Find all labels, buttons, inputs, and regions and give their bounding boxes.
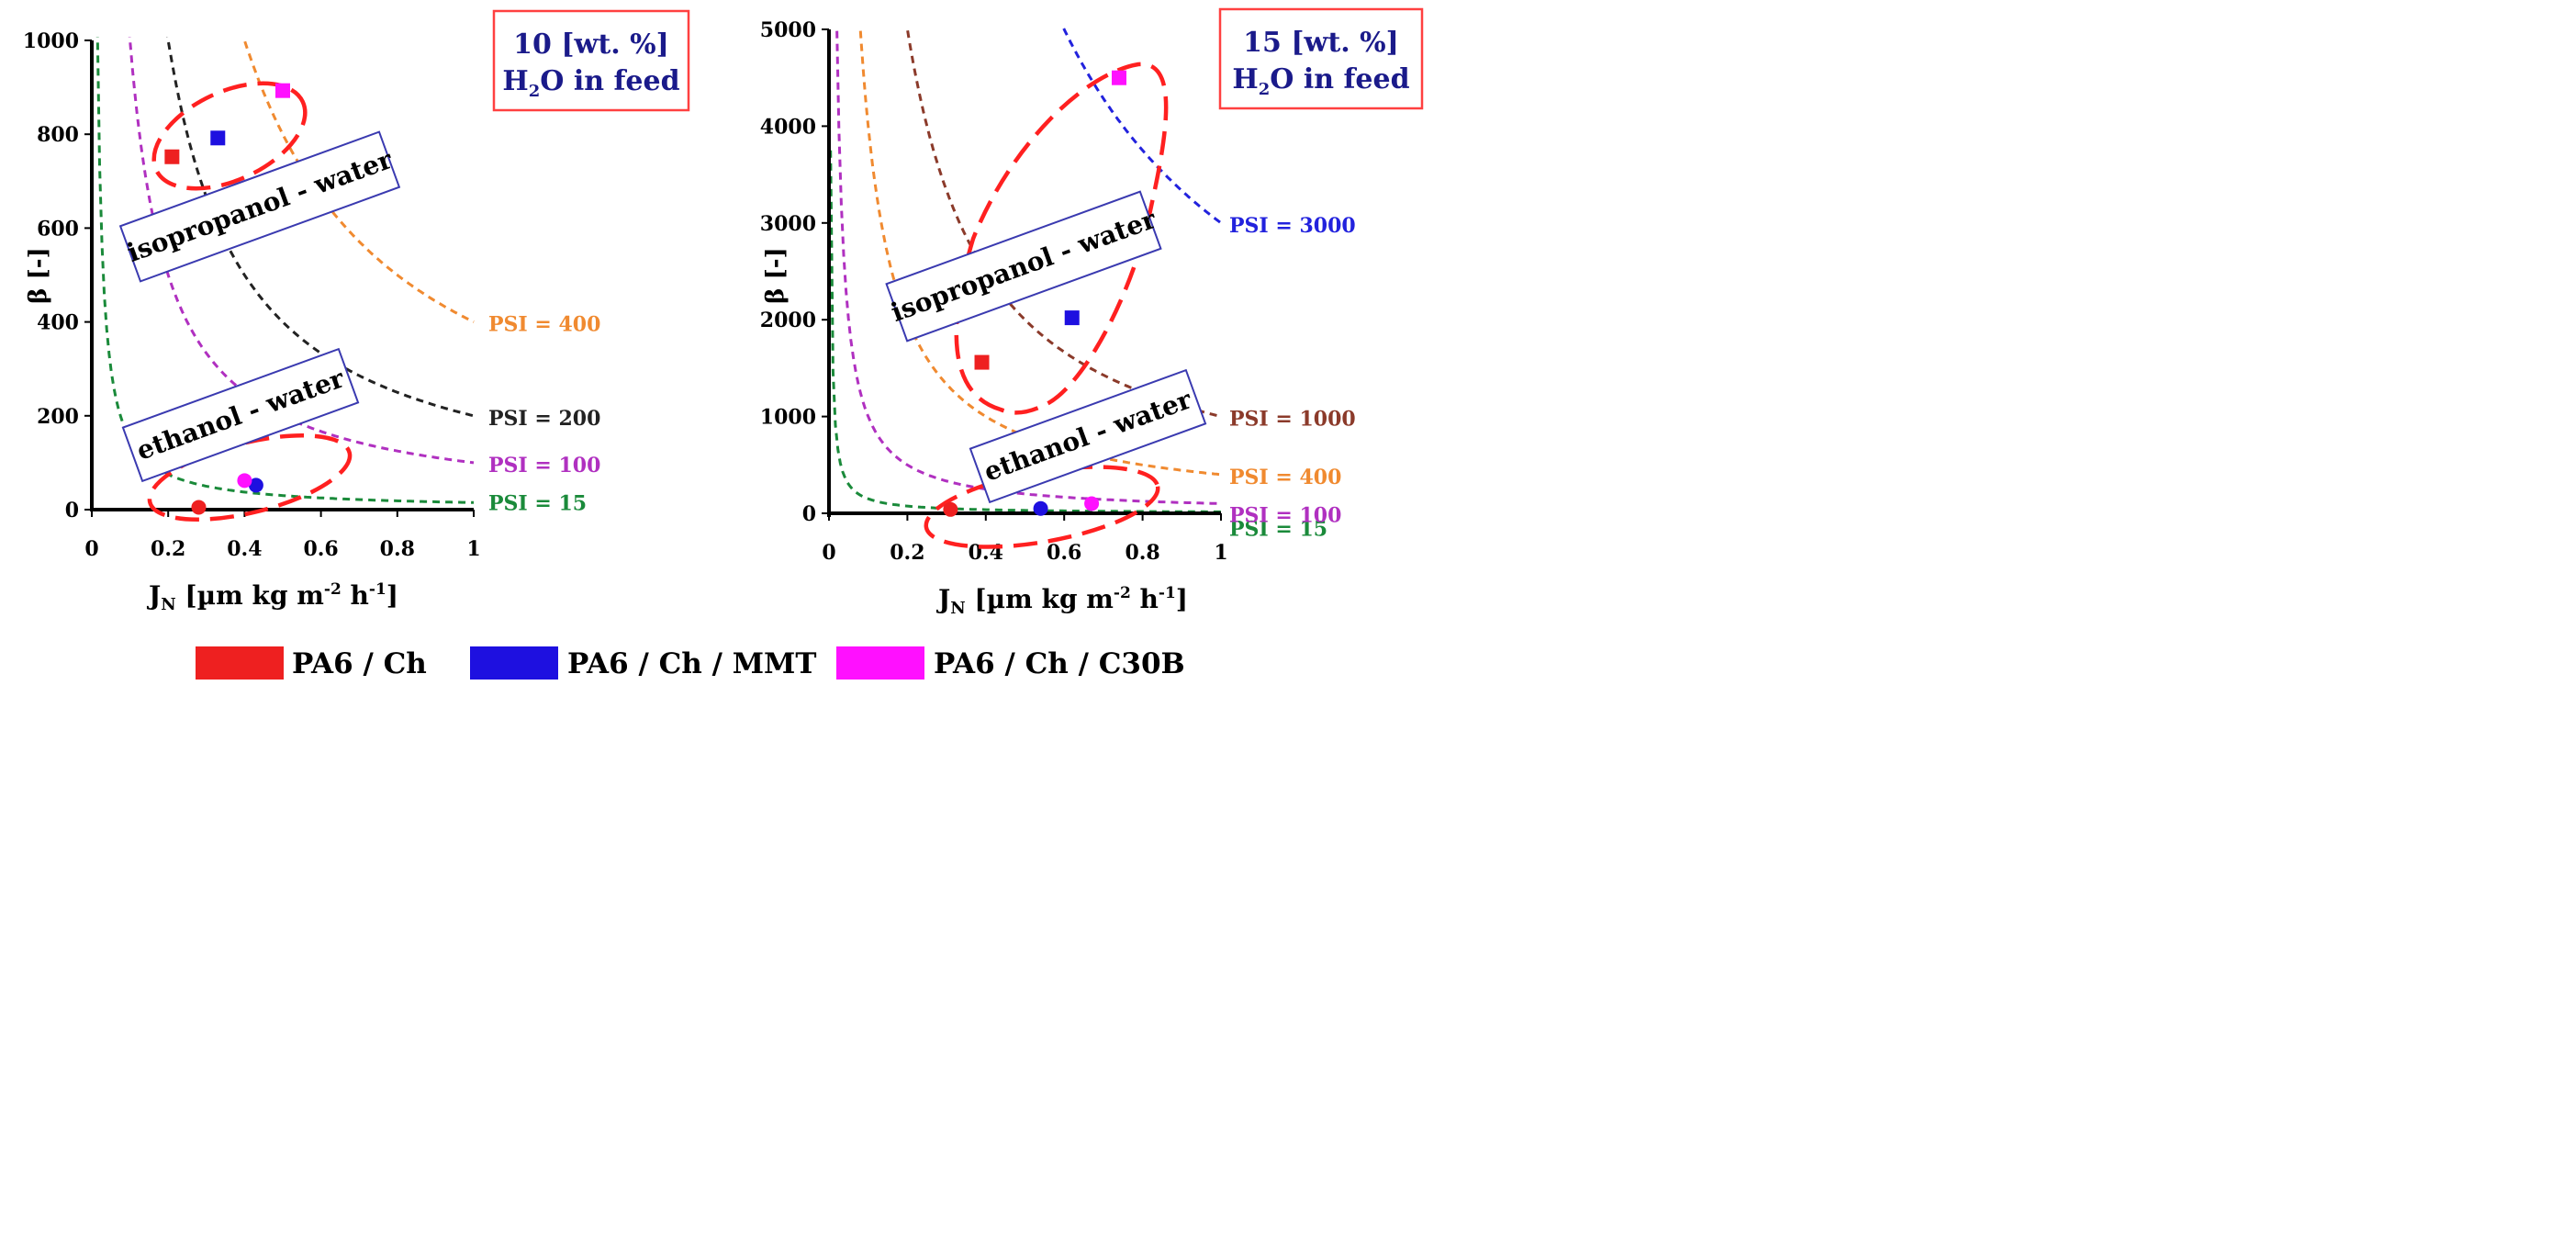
left-ethanol-label-box: ethanol - water bbox=[121, 347, 360, 483]
right-psi-3000-curve bbox=[1061, 28, 1222, 225]
left-title-box bbox=[492, 9, 690, 112]
left-ytick-label: 400 bbox=[37, 311, 79, 335]
legend-label-pa6-ch-c30b: PA6 / Ch / C30B bbox=[934, 647, 1185, 680]
right-psi-100-curve bbox=[835, 28, 1222, 505]
right-psi-1000-label: PSI = 1000 bbox=[1229, 408, 1356, 432]
right-y-axis-label: β [-] bbox=[762, 247, 790, 304]
right-psi-15-label: PSI = 15 bbox=[1229, 517, 1327, 541]
left-point-pa6-ch-ethanol bbox=[191, 500, 207, 515]
legend-item-pa6-ch: PA6 / Ch bbox=[196, 646, 427, 680]
right-psi-3000-label: PSI = 3000 bbox=[1229, 214, 1356, 238]
left-point-pa6-ch-isopropanol bbox=[164, 149, 180, 164]
right-xtick-label: 0.6 bbox=[1047, 541, 1081, 565]
left-psi-200-label: PSI = 200 bbox=[488, 407, 600, 431]
left-xtick-label: 0.6 bbox=[303, 537, 338, 561]
right-title-box bbox=[1218, 7, 1424, 110]
left-psi-15-label: PSI = 15 bbox=[488, 491, 587, 515]
left-psi-400-curve bbox=[241, 37, 475, 323]
right-point-pa6-ch-mmt-ethanol bbox=[1033, 500, 1048, 516]
left-y-axis-label: β [-] bbox=[25, 247, 52, 304]
legend-item-pa6-ch-c30b: PA6 / Ch / C30B bbox=[836, 646, 1185, 680]
legend-swatch-pa6-ch-mmt bbox=[470, 646, 558, 680]
right-ytick-label: 2000 bbox=[760, 309, 816, 332]
right-point-pa6-ch-c30b-isopropanol bbox=[1111, 70, 1126, 85]
right-ticks: 0 1000 2000 3000 4000 5000 0 0.2 0.4 0.6 0.8 1 bbox=[760, 18, 1228, 565]
right-psi-400-label: PSI = 400 bbox=[1229, 466, 1341, 489]
left-xtick-label: 0.4 bbox=[227, 537, 262, 561]
left-ethanol-ellipse bbox=[147, 433, 353, 522]
right-chart: 0 1000 2000 3000 4000 5000 0 0.2 0.4 0.6 0.8 1 15 [… bbox=[760, 7, 1424, 618]
legend-swatch-pa6-ch bbox=[196, 646, 284, 680]
left-xtick-label: 1 bbox=[466, 537, 480, 561]
left-xtick-label: 0.2 bbox=[151, 537, 185, 561]
right-isopropanol-ellipse bbox=[954, 62, 1169, 415]
left-ytick-label: 600 bbox=[37, 217, 79, 241]
right-psi-1000-curve bbox=[905, 28, 1222, 419]
left-isopropanol-label: isopropanol - water bbox=[123, 144, 397, 269]
right-point-pa6-ch-c30b-ethanol bbox=[1084, 496, 1100, 511]
right-xtick-label: 0.8 bbox=[1125, 541, 1159, 565]
left-point-pa6-ch-mmt-ethanol bbox=[248, 477, 263, 493]
left-point-pa6-ch-c30b-ethanol bbox=[237, 473, 252, 489]
right-point-pa6-ch-isopropanol bbox=[974, 354, 990, 370]
left-isopropanol-label-box: isopropanol - water bbox=[118, 130, 401, 283]
left-xtick-label: 0 bbox=[84, 537, 98, 561]
legend-label-pa6-ch-mmt: PA6 / Ch / MMT bbox=[567, 647, 816, 680]
right-point-pa6-ch-ethanol bbox=[943, 501, 958, 517]
left-title-line1: 10 [wt. %] bbox=[513, 28, 669, 61]
right-isopropanol-label-box: isopropanol - water bbox=[885, 190, 1162, 343]
right-ytick-label: 4000 bbox=[760, 115, 816, 139]
right-xtick-label: 0 bbox=[822, 541, 835, 565]
left-psi-100-label: PSI = 100 bbox=[488, 454, 600, 477]
left-chart: 0 200 400 600 800 1000 0 0.2 0.4 0.6 0.8 1 10 [wt. … bbox=[23, 9, 690, 614]
right-ytick-label: 5000 bbox=[760, 18, 816, 42]
left-x-axis-label: JN [µm kg m-2 h-1] bbox=[146, 580, 398, 614]
right-ethanol-label-box: ethanol - water bbox=[969, 368, 1207, 504]
right-title-line2: H2O in feed bbox=[1232, 63, 1409, 99]
right-ytick-label: 0 bbox=[802, 502, 816, 526]
left-point-pa6-ch-c30b-isopropanol bbox=[275, 83, 290, 98]
right-ytick-label: 3000 bbox=[760, 212, 816, 236]
left-point-pa6-ch-mmt-isopropanol bbox=[210, 130, 226, 146]
legend-item-pa6-ch-mmt: PA6 / Ch / MMT bbox=[470, 646, 816, 680]
left-ytick-label: 800 bbox=[37, 123, 79, 147]
right-xtick-label: 0.2 bbox=[890, 541, 924, 565]
left-isopropanol-ellipse bbox=[151, 81, 308, 191]
left-ytick-label: 0 bbox=[65, 499, 79, 522]
right-x-axis-label: JN [µm kg m-2 h-1] bbox=[935, 584, 1188, 618]
legend-label-pa6-ch: PA6 / Ch bbox=[292, 647, 427, 680]
left-ytick-label: 200 bbox=[37, 405, 79, 429]
right-ytick-label: 1000 bbox=[760, 406, 816, 430]
right-xtick-label: 0.4 bbox=[969, 541, 1003, 565]
right-psi-100-label: PSI = 100 bbox=[1229, 503, 1341, 527]
legend-swatch-pa6-ch-c30b bbox=[836, 646, 924, 680]
right-point-pa6-ch-mmt-isopropanol bbox=[1064, 310, 1080, 326]
left-data-points: PSI = 15 PSI = 100 PSI = 200 PSI = 400 bbox=[164, 83, 600, 515]
right-isopropanol-label: isopropanol - water bbox=[887, 204, 1160, 329]
right-xtick-label: 1 bbox=[1214, 541, 1227, 565]
left-title-line2: H2O in feed bbox=[502, 65, 679, 101]
left-psi-400-label: PSI = 400 bbox=[488, 313, 600, 337]
left-ticks: 0 200 400 600 800 1000 0 0.2 0.4 0.6 0.8 1 bbox=[23, 29, 481, 561]
legend: PA6 / Ch PA6 / Ch / MMT PA6 / Ch / C30B bbox=[196, 646, 1185, 680]
left-ytick-label: 1000 bbox=[23, 29, 79, 53]
left-xtick-label: 0.8 bbox=[380, 537, 415, 561]
right-title-line1: 15 [wt. %] bbox=[1243, 27, 1399, 59]
